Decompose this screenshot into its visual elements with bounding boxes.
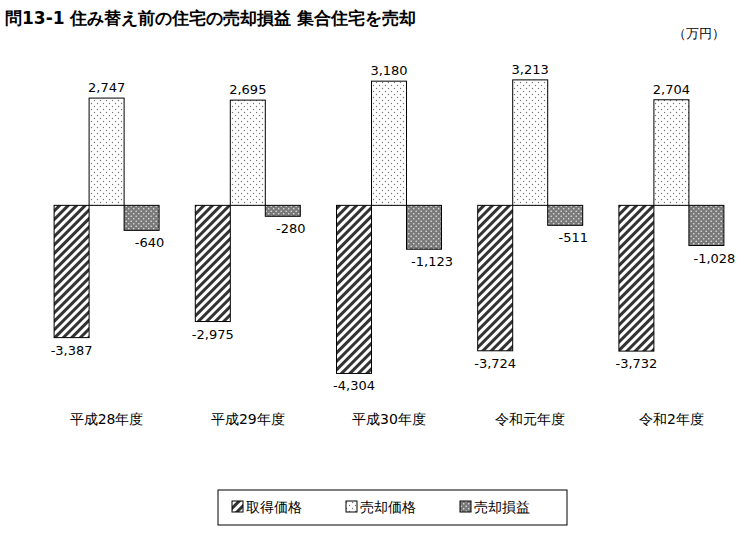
bar xyxy=(407,205,442,249)
data-label: -1,123 xyxy=(411,254,453,269)
data-label: 2,747 xyxy=(88,80,125,95)
bar xyxy=(619,205,654,351)
legend-label: 売却損益 xyxy=(474,499,530,515)
data-label: -511 xyxy=(558,230,588,245)
bar xyxy=(230,100,265,205)
bars xyxy=(54,80,724,374)
legend-swatch xyxy=(460,501,471,512)
chart: 問13-1 住み替え前の住宅の売却損益 集合住宅を売却 （万円） -3,387 2,7… xyxy=(0,0,745,537)
legend-label: 売却価格 xyxy=(360,499,416,515)
bar xyxy=(124,205,159,230)
bar xyxy=(654,100,689,206)
bar xyxy=(513,80,548,205)
data-label: 2,695 xyxy=(229,82,266,97)
data-label: -2,975 xyxy=(192,327,234,342)
category-label: 令和元年度 xyxy=(495,411,565,427)
bar xyxy=(337,205,372,373)
category-label: 令和2年度 xyxy=(639,411,704,427)
legend-swatch xyxy=(232,501,243,512)
bar xyxy=(89,98,124,205)
legend-label: 取得価格 xyxy=(246,499,302,515)
title: 問13-1 住み替え前の住宅の売却損益 集合住宅を売却 xyxy=(5,8,416,28)
data-labels: -3,387 2,747 -640 -2,975 2,695 -280 -4,304 3,18… xyxy=(51,62,736,394)
bar xyxy=(548,205,583,225)
legend: 取得価格 売却価格 売却損益 xyxy=(218,490,567,525)
legend-swatch xyxy=(346,501,357,512)
data-label: -3,732 xyxy=(615,356,657,371)
category-label: 平成29年度 xyxy=(211,411,285,427)
bar xyxy=(478,205,513,350)
bar xyxy=(195,205,230,321)
data-label: 3,180 xyxy=(370,63,407,78)
bar xyxy=(265,205,300,216)
data-label: -3,387 xyxy=(51,343,93,358)
bar xyxy=(54,205,89,337)
unit-label: （万円） xyxy=(673,26,725,41)
data-label: -4,304 xyxy=(333,378,375,393)
category-label: 平成30年度 xyxy=(352,411,426,427)
data-label: -640 xyxy=(135,235,165,250)
data-label: -1,028 xyxy=(693,251,735,266)
bar xyxy=(372,81,407,205)
bar xyxy=(689,205,724,245)
data-label: -280 xyxy=(276,221,306,236)
data-label: -3,724 xyxy=(474,356,516,371)
data-label: 3,213 xyxy=(512,62,549,77)
data-label: 2,704 xyxy=(653,82,690,97)
category-label: 平成28年度 xyxy=(70,411,144,427)
legend-box xyxy=(218,490,567,525)
